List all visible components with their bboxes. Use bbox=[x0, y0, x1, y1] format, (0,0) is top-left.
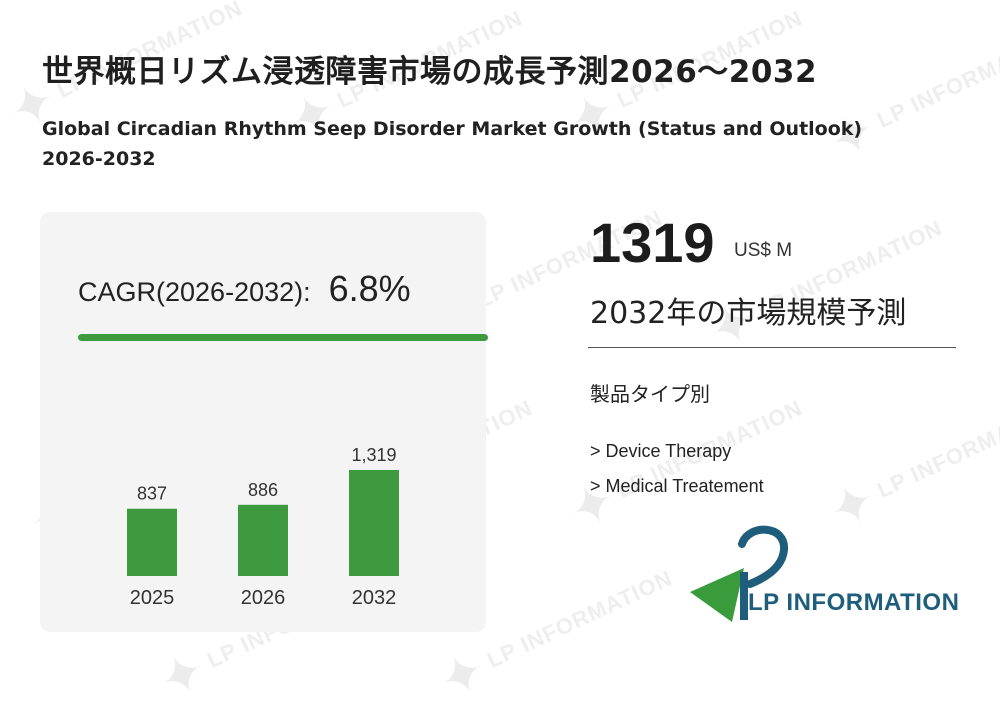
bar-2032 bbox=[349, 470, 399, 576]
forecast-label: 2032年の市場規模予測 bbox=[590, 296, 907, 331]
bar-2026 bbox=[238, 504, 288, 576]
cagr-value: 6.8% bbox=[328, 268, 411, 309]
divider bbox=[588, 347, 956, 348]
bar-value-label: 886 bbox=[248, 480, 278, 500]
bar-chart: 837 2025 886 2026 1,319 2032 bbox=[127, 445, 399, 609]
segment-item-device-therapy: > Device Therapy bbox=[590, 441, 732, 461]
forecast-value: 1319 bbox=[590, 211, 715, 274]
page-subtitle: Global Circadian Rhythm Seep Disorder Ma… bbox=[42, 118, 863, 170]
logo-text: LP INFORMATION bbox=[748, 589, 960, 616]
bar-value-label: 837 bbox=[137, 484, 167, 504]
cagr-underline bbox=[78, 334, 488, 341]
watermark: ✦LP INFORMATION bbox=[819, 395, 1000, 543]
segment-item-medical-treatement: > Medical Treatement bbox=[590, 476, 764, 496]
logo-icon bbox=[690, 525, 788, 622]
cagr-label: CAGR(2026-2032): bbox=[78, 277, 311, 307]
page-title: 世界概日リズム浸透障害市場の成長予測2026～2032 bbox=[42, 54, 818, 90]
watermark: ✦LP INFORMATION bbox=[699, 215, 947, 363]
bar-2025 bbox=[127, 508, 177, 576]
x-tick-label: 2025 bbox=[130, 587, 175, 609]
cagr-line: CAGR(2026-2032): 6.8% bbox=[78, 268, 411, 310]
x-tick-label: 2032 bbox=[352, 587, 397, 609]
segment-title: 製品タイプ別 bbox=[590, 382, 710, 406]
x-tick-label: 2026 bbox=[241, 587, 286, 609]
forecast-unit: US$ M bbox=[734, 240, 793, 261]
bar-value-label: 1,319 bbox=[351, 445, 396, 465]
